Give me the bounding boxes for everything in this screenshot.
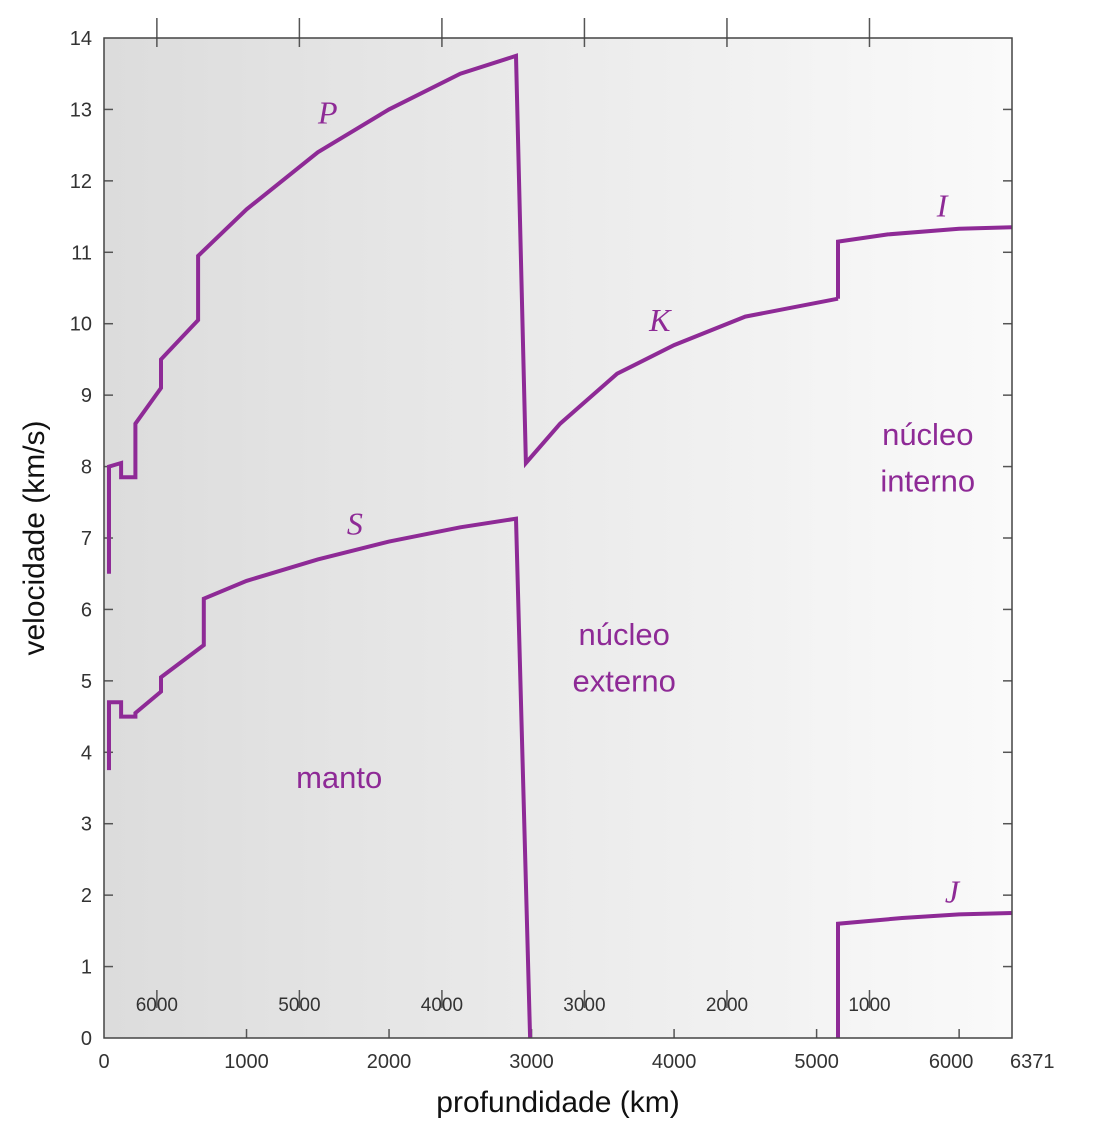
curve-I (836, 225, 1013, 299)
y-tick-label: 10 (70, 314, 92, 336)
curve-S (107, 516, 533, 1039)
y-tick-label: 13 (70, 99, 92, 121)
radius-tick-label: 1000 (848, 995, 890, 1016)
curve-P (107, 53, 839, 574)
x-tick-label: 5000 (794, 1051, 839, 1073)
region-label-manto: manto (296, 760, 382, 795)
series-label-J: J (945, 873, 961, 909)
y-tick-label: 1 (81, 957, 92, 979)
radius-tick-label: 4000 (421, 995, 463, 1016)
y-tick-label: 14 (70, 28, 92, 50)
x-tick-label: 1000 (224, 1051, 269, 1073)
y-tick-label: 11 (71, 242, 92, 264)
series-label-K: K (648, 302, 672, 338)
x-tick-label: 6371 (1010, 1051, 1055, 1073)
region-label-nucleo-externo: núcleo externo (572, 617, 675, 699)
y-tick-label: 9 (81, 385, 92, 407)
y-tick-label: 2 (81, 885, 92, 907)
y-tick-label: 8 (81, 457, 92, 479)
y-tick-label: 6 (81, 599, 92, 621)
y-tick-label: 4 (81, 742, 92, 764)
radius-tick-label: 3000 (563, 995, 605, 1016)
x-tick-label: 3000 (509, 1051, 554, 1073)
y-tick-label: 7 (81, 528, 92, 550)
plot-background (104, 38, 1012, 1038)
series-label-S: S (347, 505, 363, 541)
series-label-I: I (936, 188, 949, 224)
series-label-P: P (317, 95, 338, 131)
x-tick-label: 2000 (367, 1051, 412, 1073)
velocity-curves (107, 53, 1013, 1039)
x-tick-label: 0 (98, 1051, 109, 1073)
plot-frame (103, 37, 1013, 1039)
region-label-nucleo-interno: núcleo interno (880, 417, 975, 499)
y-tick-label: 0 (81, 1028, 92, 1050)
y-axis-title: velocidade (km/s) (18, 420, 51, 655)
radius-tick-label: 2000 (706, 995, 748, 1016)
radius-tick-label: 6000 (136, 995, 178, 1016)
y-tick-label: 3 (81, 814, 92, 836)
x-axis-title: profundidade (km) (436, 1086, 679, 1119)
radius-tick-label: 5000 (278, 995, 320, 1016)
x-tick-label: 4000 (652, 1051, 697, 1073)
curve-J (836, 911, 1013, 1038)
y-tick-label: 12 (70, 171, 92, 193)
x-tick-label: 6000 (929, 1051, 974, 1073)
y-tick-label: 5 (81, 671, 92, 693)
